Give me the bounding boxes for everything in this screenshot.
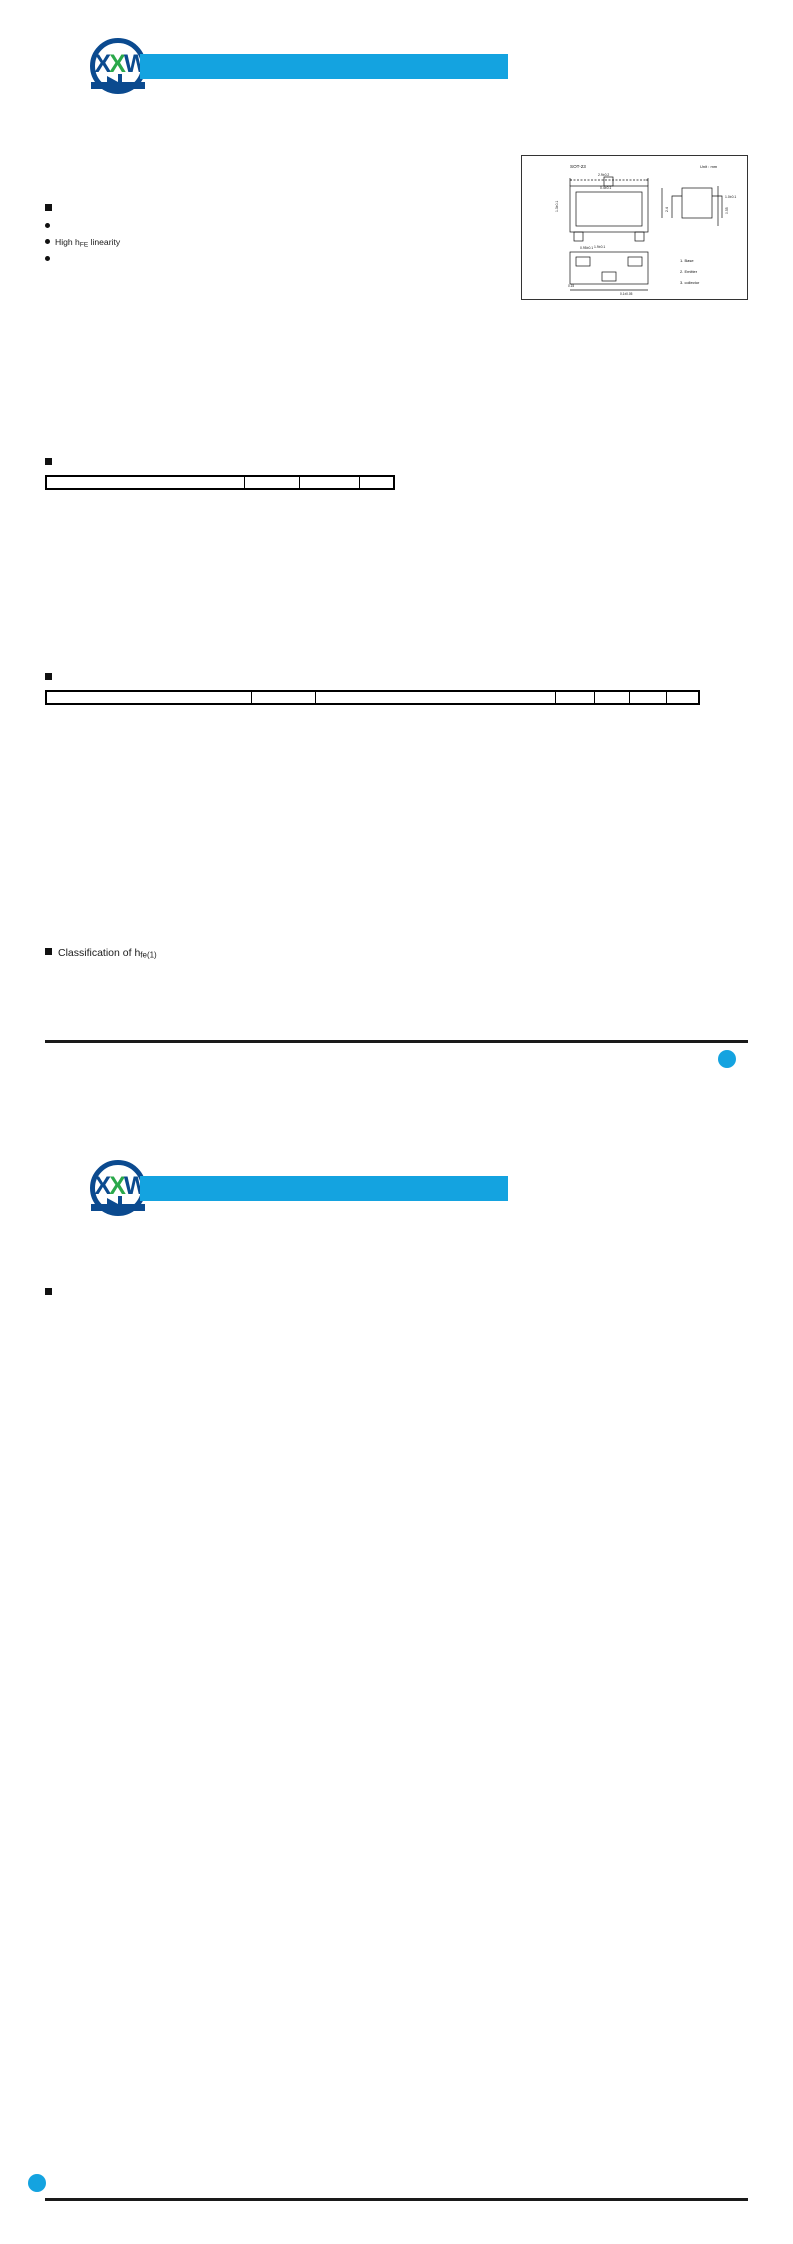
page-number-badge <box>718 1050 736 1068</box>
bullet-square-icon <box>45 204 52 211</box>
svg-text:1.3±0.1: 1.3±0.1 <box>555 201 559 212</box>
svg-text:SOT-23: SOT-23 <box>570 164 586 169</box>
svg-text:2. Emitter: 2. Emitter <box>680 269 698 274</box>
bullet-dot-icon <box>45 256 50 262</box>
package-outline-drawing: SOT-23 Unit : mm <box>521 155 748 300</box>
svg-text:2.9±0.2: 2.9±0.2 <box>598 173 609 177</box>
header-banner <box>140 54 508 79</box>
svg-text:3. collector: 3. collector <box>680 280 700 285</box>
svg-text:0.95±0.1: 0.95±0.1 <box>580 246 593 250</box>
features-section: High hFE linearity <box>45 203 345 264</box>
classification-section: Classification of hfe(1) <box>45 947 225 966</box>
bullet-square-icon <box>45 1288 52 1295</box>
bullet-square-icon <box>45 458 52 465</box>
footer-divider <box>45 1040 748 1043</box>
elec-char-title <box>45 672 700 684</box>
table-header-row <box>45 690 700 705</box>
svg-text:0.55: 0.55 <box>725 207 729 214</box>
th-test-conditions <box>314 690 556 705</box>
abs-max-section <box>45 457 395 490</box>
table-header-row <box>45 475 395 490</box>
page-header: XXW <box>0 1122 793 1272</box>
svg-text:Unit : mm: Unit : mm <box>700 164 718 169</box>
bullet-square-icon <box>45 673 52 680</box>
page-number-badge <box>28 2174 46 2192</box>
th-parameter <box>45 475 246 490</box>
logo-latin-text: X <box>94 50 112 78</box>
svg-text:1.9±0.1: 1.9±0.1 <box>594 245 605 249</box>
bullet-dot-icon <box>45 239 50 244</box>
classification-title: Classification of hfe(1) <box>45 947 225 960</box>
th-max <box>628 690 667 705</box>
bullet-square-icon <box>45 948 52 955</box>
abs-max-title <box>45 457 395 469</box>
th-symbol <box>244 475 300 490</box>
list-item <box>45 221 345 231</box>
typical-characteristics-title <box>45 1287 58 1299</box>
svg-text:1. Base: 1. Base <box>680 258 694 263</box>
th-min <box>554 690 595 705</box>
page-1: XXW High hFE linearity SOT-23 Unit : mm <box>0 0 793 1068</box>
svg-text:0.1±0.05: 0.1±0.05 <box>620 292 633 296</box>
abs-max-table <box>45 475 395 490</box>
elec-char-table <box>45 690 700 705</box>
th-unit <box>358 475 395 490</box>
footer-divider <box>45 2198 748 2201</box>
elec-char-section <box>45 672 700 705</box>
th-typ <box>593 690 630 705</box>
page-2: XXW <box>0 1122 793 2244</box>
th-symbol <box>251 690 316 705</box>
features-list: High hFE linearity <box>45 221 345 264</box>
svg-text:2.4: 2.4 <box>665 207 669 212</box>
svg-text:0.15: 0.15 <box>568 284 574 288</box>
features-title <box>45 203 345 215</box>
th-parameter <box>45 690 253 705</box>
page-header: XXW <box>0 0 793 150</box>
list-item <box>45 254 345 264</box>
svg-text:0.4±0.1: 0.4±0.1 <box>600 186 611 190</box>
th-rating <box>298 475 360 490</box>
svg-text:1.0±0.1: 1.0±0.1 <box>725 195 736 199</box>
bullet-dot-icon <box>45 223 50 228</box>
list-item: High hFE linearity <box>45 237 345 248</box>
th-unit <box>665 690 700 705</box>
header-banner <box>140 1176 508 1201</box>
